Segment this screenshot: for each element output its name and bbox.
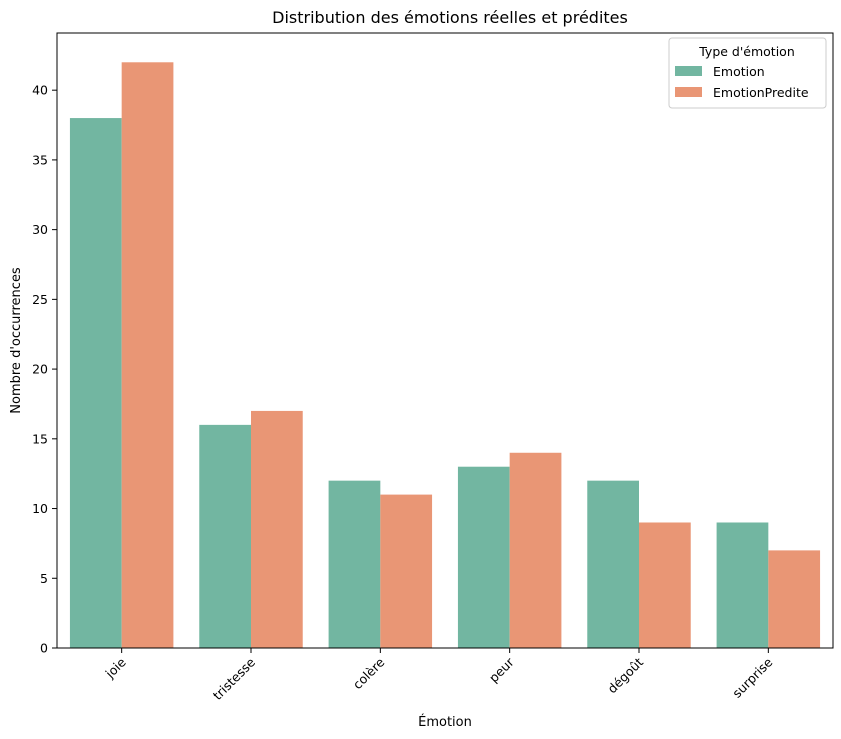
bar-emotion-1	[199, 425, 251, 648]
y-tick-label: 10	[32, 501, 48, 516]
y-tick-label: 25	[32, 292, 48, 307]
x-tick-label-4: dégoût	[604, 654, 646, 696]
y-tick-label: 5	[40, 571, 48, 586]
bar-emotionpredite-4	[639, 522, 691, 648]
y-tick-label: 20	[32, 362, 48, 377]
y-tick-label: 40	[32, 83, 48, 98]
bar-emotionpredite-3	[510, 453, 562, 648]
x-tick-label-1: tristesse	[210, 654, 259, 703]
legend-swatch-0	[675, 66, 702, 76]
bar-emotion-4	[587, 481, 639, 648]
bar-emotionpredite-5	[768, 550, 820, 648]
x-tick-label-3: peur	[486, 654, 517, 685]
x-tick-label-2: colère	[350, 654, 388, 692]
bar-emotion-5	[717, 522, 769, 648]
legend-label-0: Emotion	[713, 64, 765, 79]
x-tick-label-0: joie	[102, 654, 129, 681]
bar-emotionpredite-1	[251, 411, 303, 648]
y-axis-label: Nombre d'occurrences	[9, 267, 24, 414]
legend: Type d'émotion Emotion EmotionPredite	[669, 38, 826, 108]
bar-emotion-0	[70, 118, 122, 648]
bar-emotionpredite-0	[122, 62, 174, 648]
legend-label-1: EmotionPredite	[713, 85, 809, 100]
chart-title: Distribution des émotions réelles et pré…	[272, 8, 628, 27]
bars-group	[70, 62, 820, 648]
x-tick-label-5: surprise	[729, 654, 775, 700]
y-tick-label: 0	[40, 641, 48, 656]
x-axis-label: Émotion	[418, 714, 472, 730]
bar-emotion-3	[458, 467, 510, 648]
legend-swatch-1	[675, 87, 702, 97]
y-tick-label: 15	[32, 431, 48, 446]
y-tick-label: 30	[32, 222, 48, 237]
bar-emotion-2	[329, 481, 381, 648]
bar-emotionpredite-2	[380, 495, 432, 648]
y-axis: 0 5 10 15 20 25 30 35 40	[32, 83, 57, 656]
y-tick-label: 35	[32, 152, 48, 167]
legend-title: Type d'émotion	[698, 44, 795, 59]
x-axis: joie tristesse colère peur dégoût surprise	[102, 648, 776, 703]
